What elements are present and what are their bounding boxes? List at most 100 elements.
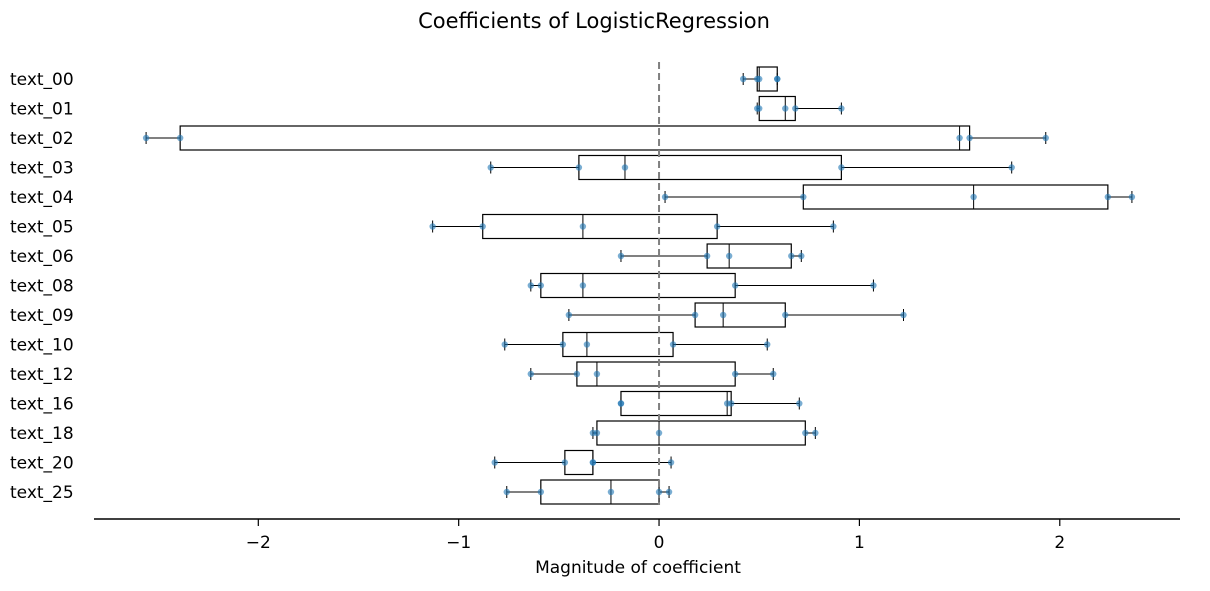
data-point [725, 252, 733, 260]
data-point [487, 164, 494, 171]
data-point [966, 134, 973, 142]
data-point [1104, 193, 1112, 201]
data-point [739, 75, 747, 83]
box-text_12 [576, 361, 736, 387]
box-text_25 [540, 479, 660, 505]
y-tick-label: text_18 [10, 424, 74, 444]
data-point [537, 282, 545, 289]
y-tick-label: text_16 [10, 395, 74, 415]
box-text_01 [758, 95, 796, 122]
data-point [655, 488, 663, 496]
boxes-group [145, 66, 1133, 505]
x-ticks-group: −2 −1 0 1 2 [246, 519, 1065, 553]
data-point [788, 252, 795, 260]
y-tick-label: text_10 [10, 336, 74, 356]
y-tick-label: text_04 [10, 188, 74, 208]
data-point [870, 282, 877, 289]
data-point [621, 164, 629, 171]
data-point [527, 370, 535, 378]
x-tick-label: −1 [446, 533, 471, 553]
data-point [956, 134, 963, 142]
data-point [798, 252, 805, 260]
data-point [1008, 164, 1015, 171]
box-text_04 [802, 184, 1109, 210]
data-point [537, 488, 545, 496]
box-text_20 [564, 449, 594, 476]
data-point [774, 75, 781, 83]
y-tick-label: text_06 [10, 247, 74, 267]
box-text_09 [694, 302, 786, 328]
data-point [142, 134, 150, 142]
data-point [838, 105, 845, 112]
box-text_16 [620, 390, 732, 417]
data-point [617, 252, 625, 260]
x-tick-label: −2 [246, 533, 271, 553]
box-text_18 [596, 420, 806, 446]
y-tick-label: text_20 [10, 454, 74, 474]
data-point [1128, 193, 1136, 201]
box-text_10 [562, 331, 674, 358]
x-tick-label: 1 [854, 533, 865, 553]
data-point [661, 193, 669, 201]
y-tick-label: text_02 [10, 129, 74, 149]
y-tick-label: text_25 [10, 483, 74, 503]
data-point [782, 105, 789, 112]
data-point [501, 341, 508, 348]
data-point [1042, 134, 1049, 142]
data-point [764, 341, 771, 348]
data-point [731, 370, 739, 378]
data-point [800, 193, 807, 201]
data-point [667, 459, 675, 466]
data-point [691, 311, 699, 319]
data-point [479, 223, 486, 230]
data-point [830, 223, 837, 230]
data-point [900, 311, 907, 319]
data-point [713, 223, 721, 230]
data-point [575, 164, 583, 171]
data-point [719, 311, 727, 319]
y-tick-label: text_05 [10, 218, 74, 238]
chart-title: Coefficients of LogisticRegression [418, 9, 770, 33]
box-text_06 [706, 243, 792, 269]
box-text_02 [179, 125, 971, 151]
data-point [565, 311, 573, 319]
data-point [579, 223, 587, 230]
data-point [802, 429, 809, 437]
data-point [770, 370, 777, 378]
data-point [727, 400, 735, 407]
data-point [589, 459, 597, 466]
y-tick-labels: text_00 text_01 text_02 text_03 text_04 text_… [10, 70, 74, 503]
data-point [756, 75, 763, 83]
x-tick-label: 2 [1054, 533, 1065, 553]
data-point [655, 429, 663, 437]
data-point [756, 105, 763, 112]
data-point [503, 488, 510, 496]
box-text_08 [540, 272, 736, 299]
data-point [617, 400, 625, 407]
x-tick-label: 0 [654, 533, 665, 553]
data-point [491, 459, 498, 466]
data-point [176, 134, 184, 142]
data-point [703, 252, 711, 260]
y-tick-label: text_08 [10, 277, 74, 297]
points-group [142, 75, 1136, 496]
data-point [559, 341, 567, 348]
data-point [970, 193, 977, 201]
y-tick-label: text_09 [10, 306, 74, 326]
data-point [527, 282, 535, 289]
data-point [731, 282, 739, 289]
data-point [796, 400, 803, 407]
data-point [593, 429, 601, 437]
x-axis-label: Magnitude of coefficient [535, 558, 741, 578]
data-point [782, 311, 789, 319]
data-point [665, 488, 673, 496]
box-text_05 [482, 213, 718, 240]
data-point [669, 341, 677, 348]
data-point [593, 370, 601, 378]
data-point [812, 429, 819, 437]
data-point [429, 223, 436, 230]
y-tick-label: text_01 [10, 100, 74, 120]
data-point [792, 105, 799, 112]
y-tick-label: text_00 [10, 70, 74, 90]
